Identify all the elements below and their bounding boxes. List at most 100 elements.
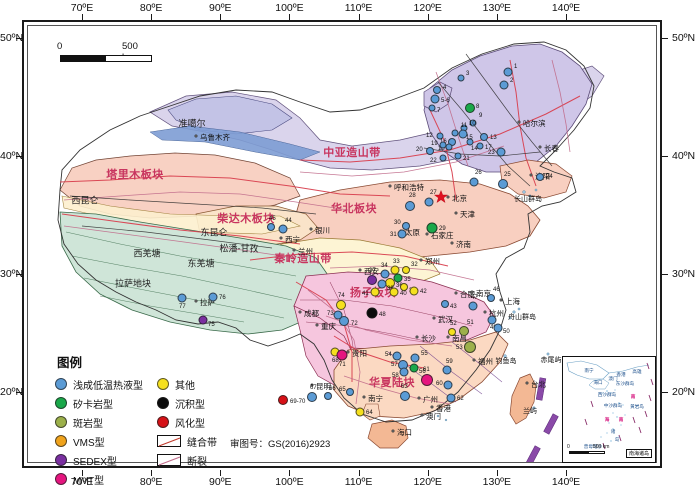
deposit-number-label: 32	[411, 262, 418, 268]
deposit-point[interactable]	[380, 269, 390, 279]
deposit-point[interactable]	[339, 316, 349, 326]
city-label: 西宁	[285, 235, 300, 244]
deposit-point[interactable]	[469, 177, 479, 187]
deposit-point[interactable]	[457, 74, 465, 82]
legend-item[interactable]: VMS型	[55, 434, 143, 449]
legend-item[interactable]: MVT型	[55, 472, 143, 487]
deposit-point[interactable]	[428, 104, 436, 112]
south-china-sea-inset: 南宁 海口 香港 澳门 高雄 东沙群岛 西沙群岛南中沙群岛 黄岩岛海南诸岛曾母暗沙 0 500…	[562, 356, 656, 463]
deposit-number-label: 20	[416, 147, 423, 153]
deposit-point[interactable]	[409, 363, 419, 373]
deposit-point[interactable]	[336, 300, 346, 310]
deposit-point[interactable]	[499, 80, 509, 90]
legend-item[interactable]: 浅成低温热液型	[55, 377, 143, 392]
deposit-point[interactable]	[433, 86, 441, 94]
deposit-point[interactable]	[426, 222, 438, 234]
deposit-point[interactable]	[389, 287, 399, 297]
deposit-point[interactable]	[465, 103, 475, 113]
longitude-tick	[151, 14, 153, 20]
deposit-point[interactable]	[400, 283, 408, 291]
deposit-point[interactable]	[410, 353, 420, 363]
legend-item[interactable]: 缝合带	[157, 434, 217, 449]
legend-item[interactable]: SEDEX型	[55, 453, 143, 468]
legend-item[interactable]: 风化型	[157, 415, 217, 430]
deposit-point[interactable]	[503, 67, 513, 77]
deposit-point[interactable]	[430, 94, 440, 104]
deposit-point[interactable]	[441, 300, 449, 308]
deposit-number-label: 36	[396, 283, 403, 289]
latitude-tick	[16, 274, 22, 275]
deposit-point[interactable]	[421, 374, 433, 386]
deposit-point[interactable]	[377, 279, 387, 289]
deposit-point[interactable]	[208, 292, 218, 302]
legend-item[interactable]: 斑岩型	[55, 415, 143, 430]
deposit-point[interactable]	[458, 129, 468, 139]
deposit-point[interactable]	[445, 143, 453, 151]
legend-item[interactable]: 断裂	[157, 453, 217, 468]
deposit-point[interactable]	[459, 326, 469, 336]
legend-item[interactable]: 其他	[157, 377, 217, 392]
deposit-point[interactable]	[402, 222, 410, 230]
deposit-number-label: 23	[488, 150, 495, 156]
deposit-point[interactable]	[498, 179, 508, 189]
deposit-point[interactable]	[392, 351, 402, 361]
deposit-point[interactable]	[464, 341, 476, 353]
deposit-point[interactable]	[198, 315, 208, 325]
deposit-point[interactable]	[333, 310, 343, 320]
deposit-point[interactable]	[367, 275, 377, 285]
deposit-point[interactable]	[307, 392, 317, 402]
longitude-tick-label: 70ºE	[70, 476, 94, 488]
city-label: 石家庄	[431, 231, 454, 240]
deposit-point[interactable]	[451, 129, 459, 137]
legend-item[interactable]: 沉积型	[157, 396, 217, 411]
island-label: 兰屿	[523, 408, 537, 415]
deposit-point[interactable]	[448, 328, 456, 336]
deposit-point[interactable]	[439, 141, 447, 149]
deposit-point[interactable]	[366, 307, 378, 319]
deposit-point[interactable]	[496, 147, 506, 157]
deposit-point[interactable]	[399, 367, 409, 377]
deposit-point[interactable]	[393, 273, 403, 283]
deposit-point[interactable]	[400, 391, 410, 401]
deposit-point[interactable]	[493, 323, 503, 333]
deposit-point[interactable]	[336, 349, 348, 361]
deposit-point[interactable]	[487, 294, 495, 302]
deposit-point[interactable]	[278, 224, 288, 234]
deposit-point[interactable]	[346, 388, 354, 396]
deposit-point[interactable]	[409, 286, 419, 296]
latitude-tick-label: 20ºN	[672, 386, 696, 398]
longitude-tick	[427, 14, 429, 20]
deposit-point[interactable]	[439, 154, 447, 162]
city-label: 广州	[423, 395, 438, 404]
deposit-point[interactable]	[442, 365, 452, 375]
deposit-point[interactable]	[436, 132, 444, 140]
deposit-point[interactable]	[487, 315, 497, 325]
deposit-point[interactable]	[397, 229, 407, 239]
deposit-point[interactable]	[536, 173, 544, 181]
deposit-point[interactable]	[177, 293, 187, 303]
deposit-point[interactable]	[424, 197, 434, 207]
deposit-point[interactable]	[355, 407, 365, 417]
deposit-number-label: 61	[423, 367, 430, 373]
deposit-point[interactable]	[426, 147, 434, 155]
deposit-point[interactable]	[443, 380, 453, 390]
deposit-point[interactable]	[370, 287, 380, 297]
deposit-point[interactable]	[466, 138, 474, 146]
deposit-point[interactable]	[468, 301, 478, 311]
deposit-point[interactable]	[469, 119, 477, 127]
deposit-number-label: 54	[385, 352, 392, 358]
legend-item[interactable]: 矽卡岩型	[55, 396, 143, 411]
inset-label: 香港	[616, 372, 626, 377]
deposit-point[interactable]	[402, 266, 410, 274]
deposit-number-label: 58	[392, 373, 399, 379]
deposit-point[interactable]	[454, 152, 462, 160]
deposit-point[interactable]	[476, 142, 484, 150]
taiwan-island-polygon	[509, 373, 537, 425]
cathaysia-block-polygon	[333, 331, 509, 419]
deposit-point[interactable]	[480, 133, 488, 141]
deposit-point[interactable]	[278, 395, 288, 405]
deposit-point[interactable]	[446, 393, 456, 403]
deposit-point[interactable]	[324, 392, 332, 400]
deposit-point[interactable]	[267, 223, 275, 231]
deposit-point[interactable]	[405, 201, 415, 211]
